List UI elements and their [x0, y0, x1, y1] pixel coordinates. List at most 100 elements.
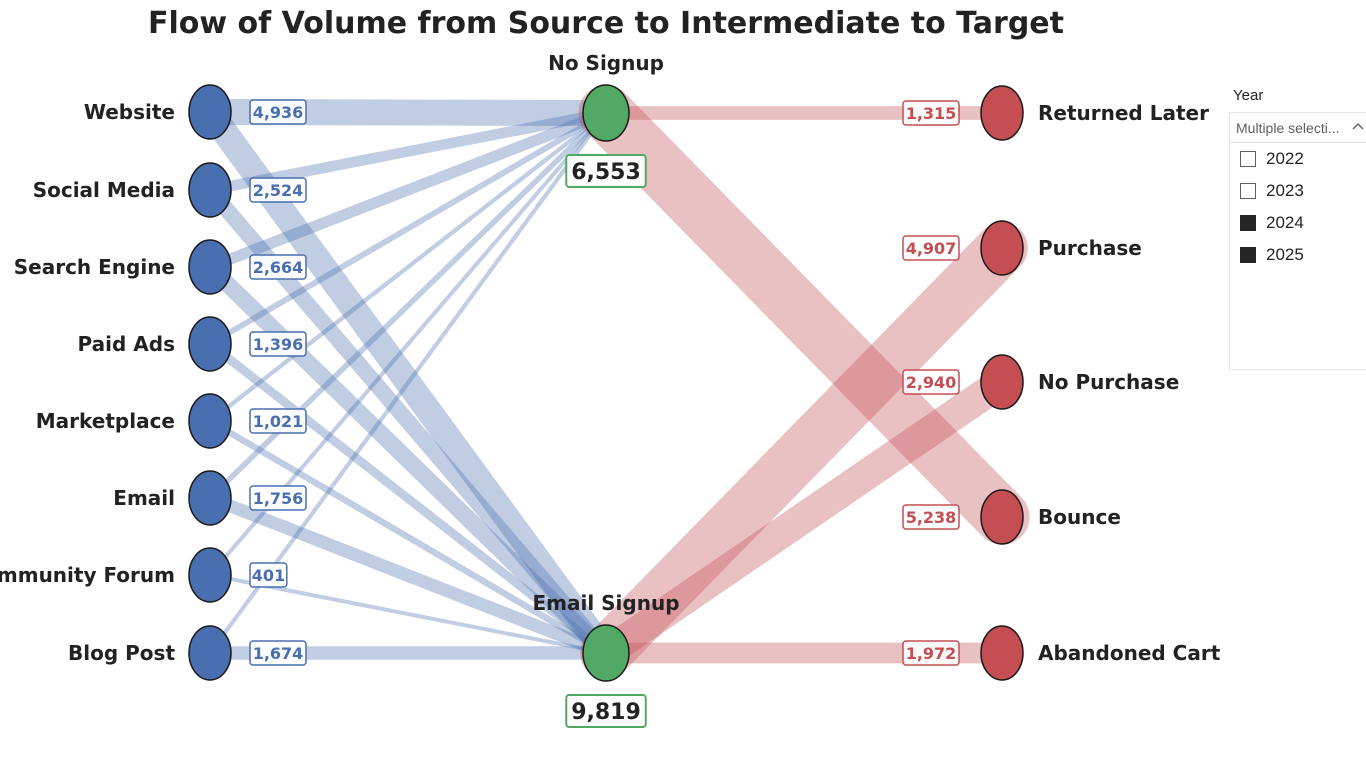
chart-title: Flow of Volume from Source to Intermedia… — [148, 6, 1064, 41]
target-node-bounce — [980, 489, 1024, 545]
slicer-option-2025[interactable]: 2025 — [1240, 243, 1360, 267]
target-links — [578, 85, 1030, 679]
source-value-search-engine: 2,664 — [249, 254, 307, 280]
source-label: Social Media — [33, 178, 175, 202]
source-value-website-box — [249, 99, 307, 125]
intermediate-value-no-signup-text: 6,553 — [571, 160, 641, 185]
source-value-social-media: 2,524 — [249, 177, 307, 203]
year-slicer[interactable]: Year Multiple selecti... 2022 2023 2024 … — [1229, 84, 1366, 370]
chevron-up-icon[interactable] — [1351, 119, 1365, 133]
source-node-email — [188, 470, 232, 526]
slicer-option-label: 2024 — [1266, 213, 1304, 232]
target-label: Purchase — [1038, 236, 1142, 260]
source-label: Search Engine — [14, 255, 175, 279]
slicer-dropdown[interactable]: Multiple selecti... — [1230, 113, 1366, 143]
target-value-abandoned-cart-text: 1,972 — [906, 644, 957, 663]
source-value-social-media-text: 2,524 — [253, 181, 304, 200]
slicer-option-label: 2023 — [1266, 181, 1304, 200]
slicer-option-2023[interactable]: 2023 — [1240, 179, 1360, 203]
source-label: Website — [84, 100, 175, 124]
slicer-title: Year — [1233, 87, 1264, 104]
link-social-media-to-no-signup — [208, 107, 608, 196]
source-value-website-text: 4,936 — [253, 103, 304, 122]
source-value-email-box — [249, 485, 307, 511]
slicer-option-label: 2025 — [1266, 245, 1304, 264]
target-node-abandoned-cart — [980, 625, 1024, 681]
slicer-option-2022[interactable]: 2022 — [1240, 147, 1360, 171]
intermediate-value-email-signup-text: 9,819 — [571, 700, 641, 725]
checkbox[interactable] — [1240, 215, 1256, 231]
source-node-marketplace — [188, 393, 232, 449]
source-value-paid-ads-box — [249, 331, 307, 357]
source-label: Marketplace — [36, 409, 175, 433]
target-value-bounce: 5,238 — [902, 504, 960, 530]
source-value-community-forum: 401 — [249, 562, 288, 588]
checkbox[interactable] — [1240, 183, 1256, 199]
link-email-to-email-signup — [207, 491, 609, 660]
target-value-purchase: 4,907 — [902, 235, 960, 261]
link-paid-ads-to-no-signup — [208, 110, 608, 347]
source-value-marketplace: 1,021 — [249, 408, 307, 434]
source-label: Paid Ads — [78, 332, 175, 356]
slicer-option-2024[interactable]: 2024 — [1240, 211, 1360, 235]
target-value-purchase-text: 4,907 — [906, 239, 957, 258]
link-marketplace-to-email-signup — [208, 418, 608, 656]
link-email-to-no-signup — [208, 111, 608, 500]
target-value-no-purchase-text: 2,940 — [906, 373, 957, 392]
source-value-community-forum-box — [249, 562, 288, 588]
slicer-dropdown-text: Multiple selecti... — [1236, 120, 1340, 136]
intermediate-node-no-signup — [582, 84, 630, 142]
source-label: Email — [113, 486, 175, 510]
source-label: Community Forum — [0, 563, 175, 587]
source-value-marketplace-text: 1,021 — [253, 412, 304, 431]
target-node-no-purchase — [980, 354, 1024, 410]
target-value-purchase-box — [902, 235, 960, 261]
intermediate-label: Email Signup — [532, 591, 679, 615]
target-label: Abandoned Cart — [1038, 641, 1221, 665]
source-node-blog-post — [188, 625, 232, 681]
slicer-box: Multiple selecti... 2022 2023 2024 2025 — [1229, 112, 1366, 370]
intermediate-label: No Signup — [548, 51, 664, 75]
source-node-community-forum — [188, 547, 232, 603]
labels: Website 4,936 Social Media 2,524 Search Engi… — [0, 51, 1221, 728]
source-label: Blog Post — [68, 641, 175, 665]
target-node-purchase — [980, 220, 1024, 276]
target-value-abandoned-cart-box — [902, 640, 960, 666]
intermediate-value-email-signup: 9,819 — [565, 694, 647, 728]
intermediate-value-no-signup: 6,553 — [565, 154, 647, 188]
source-value-blog-post-box — [249, 640, 307, 666]
source-value-community-forum-text: 401 — [252, 566, 285, 585]
source-node-website — [188, 84, 232, 140]
link-no-signup-to-bounce — [578, 85, 1030, 545]
target-label: Returned Later — [1038, 101, 1209, 125]
intermediate-value-no-signup-box — [565, 154, 647, 188]
source-value-blog-post-text: 1,674 — [253, 644, 304, 663]
source-value-marketplace-box — [249, 408, 307, 434]
target-value-returned-later-box — [902, 100, 960, 126]
intermediate-node-email-signup — [582, 624, 630, 682]
link-marketplace-to-no-signup — [208, 111, 608, 423]
link-search-engine-to-no-signup — [207, 107, 609, 273]
target-label: Bounce — [1038, 505, 1121, 529]
target-value-returned-later-text: 1,315 — [906, 104, 957, 123]
target-value-abandoned-cart: 1,972 — [902, 640, 960, 666]
target-value-bounce-text: 5,238 — [906, 508, 957, 527]
source-value-email: 1,756 — [249, 485, 307, 511]
target-value-bounce-box — [902, 504, 960, 530]
link-email-signup-to-purchase — [580, 222, 1028, 679]
source-node-social-media — [188, 162, 232, 218]
source-value-email-text: 1,756 — [253, 489, 304, 508]
link-community-forum-to-email-signup — [209, 573, 607, 655]
source-node-paid-ads — [188, 316, 232, 372]
target-label: No Purchase — [1038, 370, 1179, 394]
source-value-blog-post: 1,674 — [249, 640, 307, 666]
checkbox[interactable] — [1240, 151, 1256, 167]
target-value-no-purchase: 2,940 — [902, 369, 960, 395]
source-value-social-media-box — [249, 177, 307, 203]
checkbox[interactable] — [1240, 247, 1256, 263]
source-value-paid-ads-text: 1,396 — [253, 335, 304, 354]
source-value-website: 4,936 — [249, 99, 307, 125]
source-value-paid-ads: 1,396 — [249, 331, 307, 357]
source-value-search-engine-box — [249, 254, 307, 280]
